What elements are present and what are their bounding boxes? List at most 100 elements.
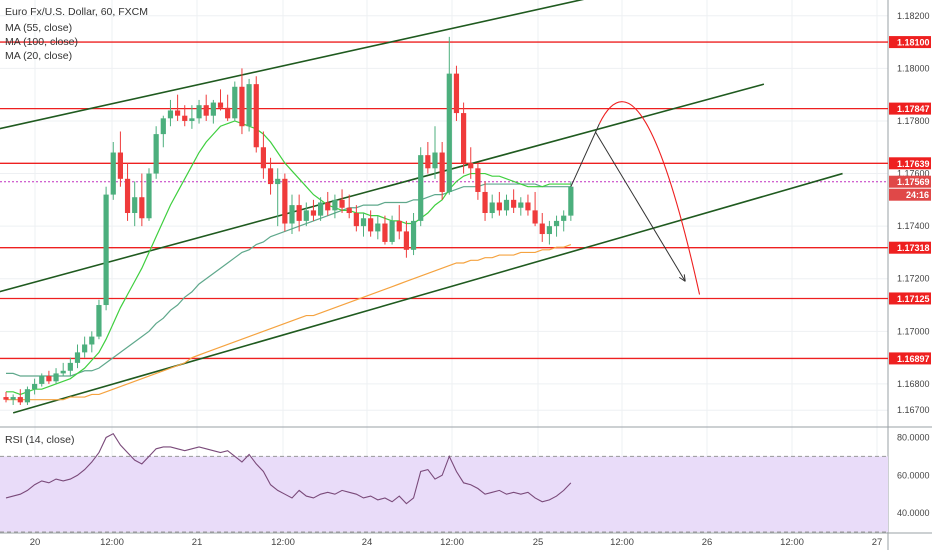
time-tick-label: 24 [362,537,373,548]
candle-body [189,118,195,121]
channel-line [12,172,843,414]
candle-body [32,383,38,390]
price-tag-label: 1.16897 [897,354,930,364]
candle-body [203,105,209,116]
candle-body [475,168,481,192]
rsi-tick-label: 60.0000 [897,470,930,480]
candle-body [396,220,402,232]
candle-body [518,202,524,208]
price-tag-label: 1.17318 [897,243,930,253]
candle-body [432,152,438,169]
rsi-line [5,432,572,505]
candle-body [175,110,181,116]
candle-body [239,86,245,127]
candle-body [325,202,331,211]
candle-body [332,199,338,211]
candle-body [546,226,552,235]
price-tag [889,175,931,188]
time-tick-label: 12:00 [780,537,804,548]
candle-body [403,231,409,250]
rsi-band [0,456,888,532]
candle-body [96,305,102,337]
candle-body [468,163,474,169]
time-tick-label: 12:00 [100,537,124,548]
candle-body [217,102,224,108]
candle-body [267,168,274,185]
candle-body [303,210,309,221]
rsi-legend[interactable]: RSI (14, close) [5,434,75,446]
price-tag [889,102,931,115]
price-tag [889,36,931,49]
ma20-legend[interactable]: MA (20, close) [5,50,73,62]
price-tag-label: 1.17569 [897,177,930,187]
rsi-pane [0,432,888,533]
candle-body [275,178,281,185]
candle-body [10,397,16,400]
candle-body [346,207,352,213]
price-tick-label: 1.17800 [897,116,930,126]
candle-body [17,397,23,403]
candle-body [461,113,467,164]
time-tick-label: 12:00 [440,537,464,548]
candle-body [353,213,359,227]
symbol-legend[interactable]: Euro Fx/U.S. Dollar, 60, FXCM [5,6,148,18]
ma55-legend[interactable]: MA (55, close) [5,22,73,34]
candle-body [39,376,45,384]
candle-body [446,73,452,192]
projection-curve [598,101,701,295]
channel-line [0,83,765,293]
price-tag [889,352,931,365]
candle-body [153,134,159,174]
candle-body [24,389,31,403]
price-axis[interactable]: 1.18200 1.18000 1.17800 1.17600 1.17400 1.172… [889,11,931,518]
time-tick-label: 20 [30,537,41,548]
price-tag-label: 1.17847 [897,104,930,114]
candle-body [182,115,188,121]
ma100-line [6,243,572,401]
price-tag [889,241,931,254]
price-tick-label: 1.17400 [897,221,930,231]
candle-body [489,202,495,213]
candle-body [110,152,116,195]
projection-up-arrow [570,123,600,187]
candle-body [132,197,138,213]
rsi-tick-label: 80.0000 [897,432,930,442]
candle-body [117,152,123,179]
candle-body [539,223,545,235]
price-tick-label: 1.17200 [897,274,930,284]
candle-body [439,152,445,192]
candle-body [296,205,302,221]
price-tick-label: 1.16800 [897,379,930,389]
candle-body [310,210,317,216]
candle-body [553,220,560,227]
candle-body [318,202,324,216]
candle-body [196,105,202,119]
candle-body [339,199,345,208]
candle-body [82,344,88,353]
candle-body [53,373,59,382]
time-tick-label: 12:00 [271,537,295,548]
time-tick-label: 27 [872,537,883,548]
candle-body [253,84,259,148]
candle-body [60,370,66,374]
candle-body [124,178,131,213]
ma100-legend[interactable]: MA (100, close) [5,36,78,48]
candle-body [282,178,288,224]
candle-body [67,362,73,371]
candle-body [568,186,574,216]
projection-down-arrow [594,131,686,282]
candle-body [232,86,238,119]
candle-body [425,155,431,169]
projection-drawing [570,101,701,295]
price-tag [889,292,931,305]
time-axis[interactable]: 20 12:00 21 12:00 24 12:00 25 12:00 26 12:00 27 [30,537,883,548]
candle-body [225,107,231,119]
candle-body [389,220,395,242]
price-tag-label: 1.18100 [897,38,930,48]
countdown-label: 24:16 [906,190,929,200]
candles [3,36,574,405]
candle-body [103,194,109,306]
candle-body [289,205,295,224]
candle-body [368,218,374,232]
